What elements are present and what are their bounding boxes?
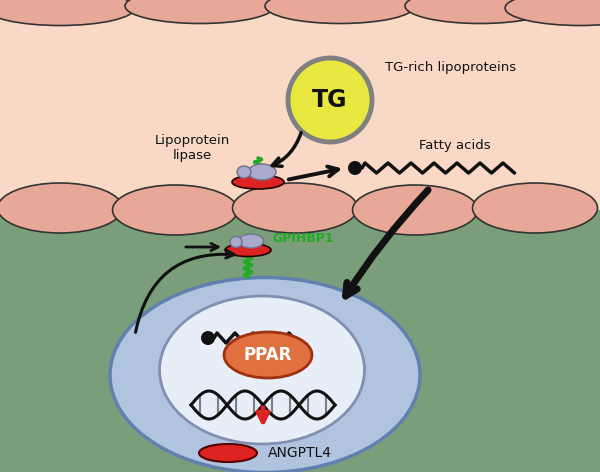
Ellipse shape [233, 183, 358, 233]
Ellipse shape [505, 0, 600, 25]
Ellipse shape [237, 166, 251, 178]
Ellipse shape [160, 296, 365, 444]
Circle shape [288, 58, 372, 142]
Ellipse shape [405, 0, 555, 24]
Ellipse shape [110, 278, 420, 472]
Circle shape [201, 331, 215, 345]
Text: Fatty acids: Fatty acids [419, 138, 491, 152]
Ellipse shape [232, 175, 284, 189]
Bar [0, 0, 600, 210]
Ellipse shape [0, 0, 135, 25]
Text: TG: TG [312, 88, 348, 112]
Ellipse shape [0, 183, 122, 233]
Ellipse shape [265, 0, 415, 24]
Ellipse shape [113, 185, 238, 235]
Ellipse shape [353, 185, 478, 235]
Ellipse shape [224, 332, 312, 378]
Text: Lipoprotein
lipase: Lipoprotein lipase [154, 134, 230, 162]
Ellipse shape [199, 444, 257, 462]
Text: ANGPTL4: ANGPTL4 [268, 446, 332, 460]
Text: TG-rich lipoproteins: TG-rich lipoproteins [385, 61, 516, 75]
Ellipse shape [230, 236, 242, 247]
Text: PPAR: PPAR [244, 346, 292, 364]
Ellipse shape [125, 0, 275, 24]
Ellipse shape [473, 183, 598, 233]
Ellipse shape [225, 244, 271, 256]
Ellipse shape [248, 164, 276, 180]
Text: GPIHBP1: GPIHBP1 [272, 231, 334, 244]
Circle shape [348, 161, 362, 175]
Ellipse shape [239, 234, 263, 248]
